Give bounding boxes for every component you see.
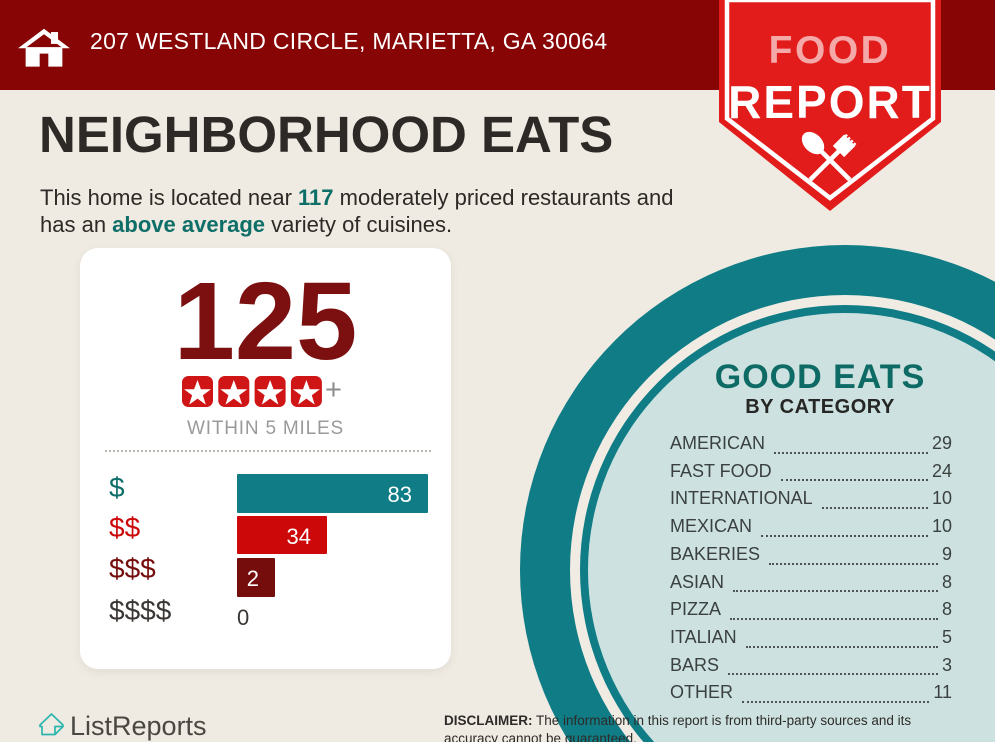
svg-text:REPORT: REPORT [728, 76, 932, 128]
svg-text:FOOD: FOOD [769, 29, 892, 72]
